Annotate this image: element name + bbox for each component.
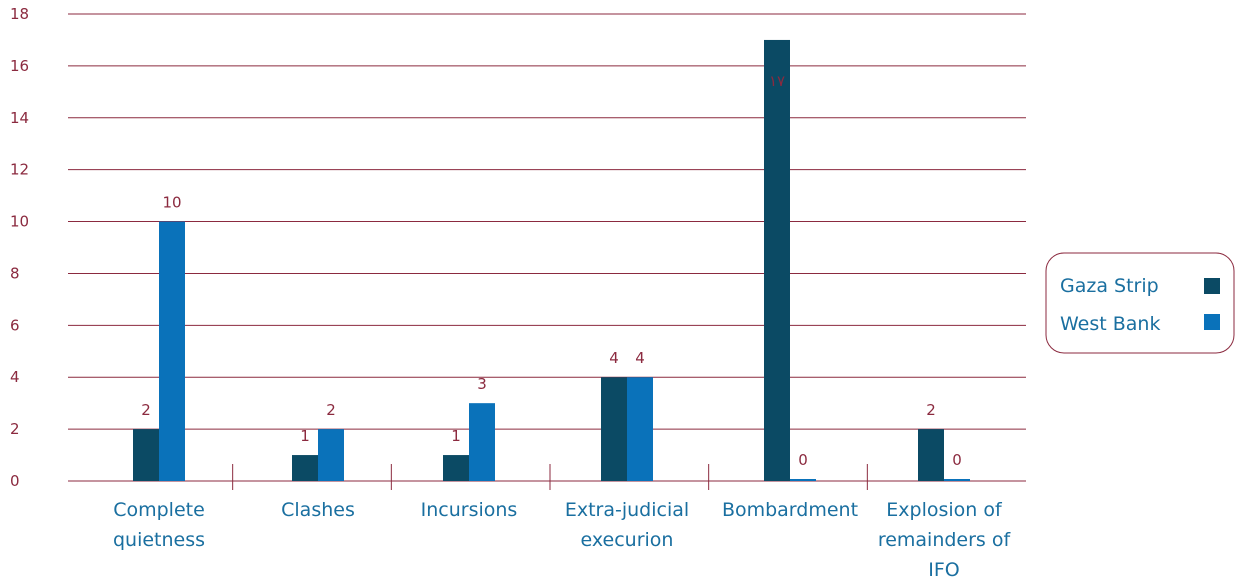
data-label: 1 [300,427,310,445]
legend: Gaza Strip West Bank [1045,252,1235,354]
data-label: 3 [477,375,487,393]
bar-gaza-0 [133,429,159,481]
y-tick-label: 2 [10,420,20,438]
bar-westbank-4 [790,479,816,481]
x-tick-label: Incursions [421,499,518,521]
y-tick-label: 14 [10,109,29,127]
x-axis-ticks: Complete quietness Clashes Incursions Extra-… [113,499,1012,581]
legend-swatch-gaza [1204,278,1220,294]
x-tick-label: Extra-judicial [565,499,689,521]
x-tick-label: Clashes [281,499,355,521]
bar-westbank-1 [318,429,344,481]
data-label: 2 [141,401,151,419]
data-label: 1 [451,427,461,445]
data-label: 0 [952,451,962,469]
y-tick-label: 12 [10,161,29,179]
legend-swatch-westbank [1204,314,1220,330]
gridlines [68,13,1026,490]
y-tick-label: 16 [10,57,29,75]
y-tick-label: 0 [10,472,20,490]
legend-box [1045,252,1235,354]
data-label: 2 [926,401,936,419]
x-tick-label: execurion [581,529,674,551]
y-tick-label: 10 [10,213,29,231]
x-tick-label: Bombardment [722,499,858,521]
x-tick-label: Complete [113,499,205,521]
x-tick-label: quietness [113,529,205,551]
bar-gaza-5 [918,429,944,481]
data-label: 4 [635,349,645,367]
bar-westbank-5 [944,479,970,481]
y-tick-label: 6 [10,316,20,334]
bar-gaza-2 [443,455,469,481]
bars [133,39,970,482]
x-tick-label: Explosion of [886,499,1003,521]
y-tick-label: 4 [10,368,20,386]
y-tick-label: 8 [10,264,20,282]
bar-gaza-3 [601,377,627,481]
data-label: 2 [326,401,336,419]
bar-westbank-2 [469,403,495,481]
x-tick-label: remainders of [878,529,1012,551]
legend-label-westbank: West Bank [1060,313,1160,335]
data-label: ١٧ [769,72,785,90]
y-axis-ticks: 0 2 4 6 8 10 12 14 16 18 [10,5,29,490]
x-tick-label: IFO [928,559,960,581]
bar-gaza-4 [764,39,790,481]
bar-gaza-1 [292,455,318,481]
legend-label-gaza: Gaza Strip [1060,275,1159,297]
bar-westbank-3 [627,377,653,481]
bar-westbank-0 [159,221,185,482]
data-label: 4 [609,349,619,367]
data-label: 10 [162,194,181,212]
data-label: 0 [798,451,808,469]
y-tick-label: 18 [10,5,29,23]
